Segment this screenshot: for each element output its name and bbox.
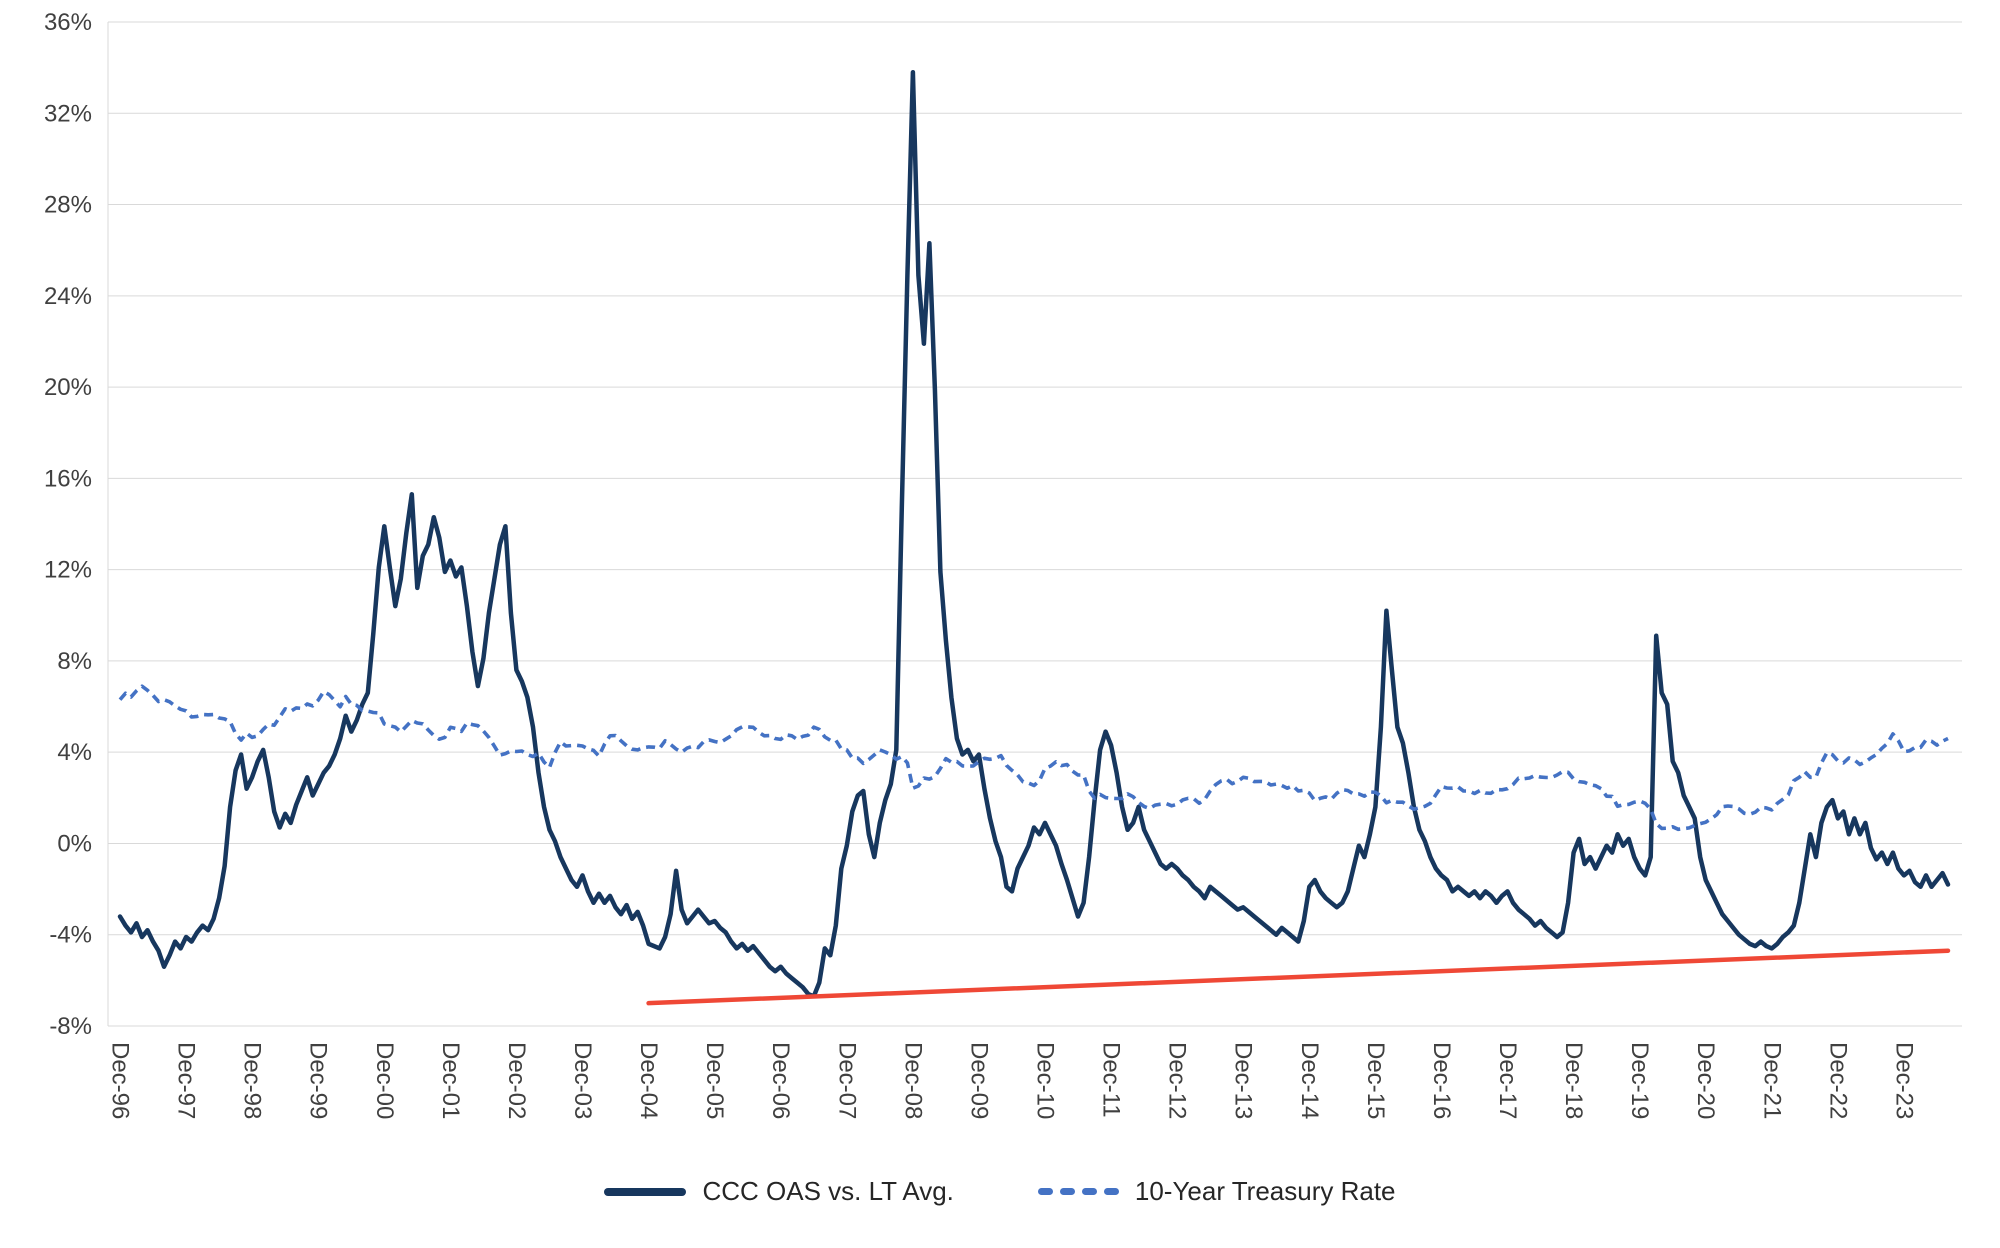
svg-text:Dec-05: Dec-05 [701, 1042, 728, 1119]
chart-legend: CCC OAS vs. LT Avg. 10-Year Treasury Rat… [0, 1176, 2000, 1207]
svg-text:Dec-06: Dec-06 [767, 1042, 794, 1119]
svg-text:Dec-17: Dec-17 [1494, 1042, 1521, 1119]
svg-text:Dec-98: Dec-98 [239, 1042, 266, 1119]
svg-text:Dec-10: Dec-10 [1032, 1042, 1059, 1119]
svg-text:-4%: -4% [49, 922, 92, 949]
svg-text:20%: 20% [44, 374, 92, 401]
trend-line [646, 948, 1951, 1006]
svg-text:Dec-04: Dec-04 [635, 1042, 662, 1119]
svg-text:36%: 36% [44, 9, 92, 36]
legend-item-treasury: 10-Year Treasury Rate [1037, 1176, 1396, 1207]
svg-text:Dec-07: Dec-07 [833, 1042, 860, 1119]
legend-treasury-label: 10-Year Treasury Rate [1134, 1176, 1396, 1206]
svg-text:16%: 16% [44, 465, 92, 492]
svg-text:Dec-15: Dec-15 [1362, 1042, 1389, 1119]
legend-treasury-line-swatch [1037, 1188, 1119, 1195]
svg-text:4%: 4% [57, 739, 92, 766]
gridlines [107, 21, 1962, 1027]
legend-ccc-label: CCC OAS vs. LT Avg. [702, 1176, 954, 1206]
svg-text:Dec-14: Dec-14 [1296, 1042, 1323, 1119]
svg-text:Dec-12: Dec-12 [1164, 1042, 1191, 1119]
svg-text:24%: 24% [44, 283, 92, 310]
svg-text:32%: 32% [44, 100, 92, 127]
y-axis-labels: 36% 32% 28% 24% 20% 16% 12% 8% 4% 0% -4% -8% [44, 9, 92, 1040]
svg-text:Dec-20: Dec-20 [1692, 1042, 1719, 1119]
svg-text:8%: 8% [57, 648, 92, 675]
svg-text:Dec-19: Dec-19 [1626, 1042, 1653, 1119]
legend-ccc-line-swatch [604, 1187, 687, 1196]
x-axis-labels: Dec-96 Dec-97 Dec-98 Dec-99 Dec-00 Dec-01 Dec-… [107, 1042, 1918, 1119]
svg-text:Dec-03: Dec-03 [569, 1042, 596, 1119]
svg-text:Dec-99: Dec-99 [305, 1042, 332, 1119]
svg-text:Dec-08: Dec-08 [899, 1042, 926, 1119]
svg-text:Dec-16: Dec-16 [1428, 1042, 1455, 1119]
svg-text:0%: 0% [57, 830, 92, 857]
svg-text:28%: 28% [44, 192, 92, 219]
svg-text:Dec-01: Dec-01 [437, 1042, 464, 1119]
svg-text:Dec-00: Dec-00 [371, 1042, 398, 1119]
svg-text:-8%: -8% [49, 1013, 92, 1040]
treasury-rate-line [118, 684, 1949, 832]
svg-text:Dec-22: Dec-22 [1824, 1042, 1851, 1119]
svg-text:Dec-18: Dec-18 [1560, 1042, 1587, 1119]
ccc-oas-line [117, 69, 1951, 999]
svg-text:Dec-97: Dec-97 [173, 1042, 200, 1119]
svg-text:Dec-23: Dec-23 [1890, 1042, 1917, 1119]
svg-text:Dec-13: Dec-13 [1230, 1042, 1257, 1119]
svg-text:Dec-09: Dec-09 [965, 1042, 992, 1119]
legend-item-ccc: CCC OAS vs. LT Avg. [604, 1176, 954, 1207]
svg-text:Dec-21: Dec-21 [1758, 1042, 1785, 1119]
svg-text:12%: 12% [44, 557, 92, 584]
svg-text:Dec-11: Dec-11 [1098, 1042, 1125, 1118]
svg-text:Dec-96: Dec-96 [107, 1042, 134, 1119]
ccc-oas-vs-treasury-chart: 36%32%28%24%20%16%12%8%4%0%-4%-8%Dec-96 D… [44, 9, 1962, 1119]
svg-text:Dec-02: Dec-02 [503, 1042, 530, 1119]
